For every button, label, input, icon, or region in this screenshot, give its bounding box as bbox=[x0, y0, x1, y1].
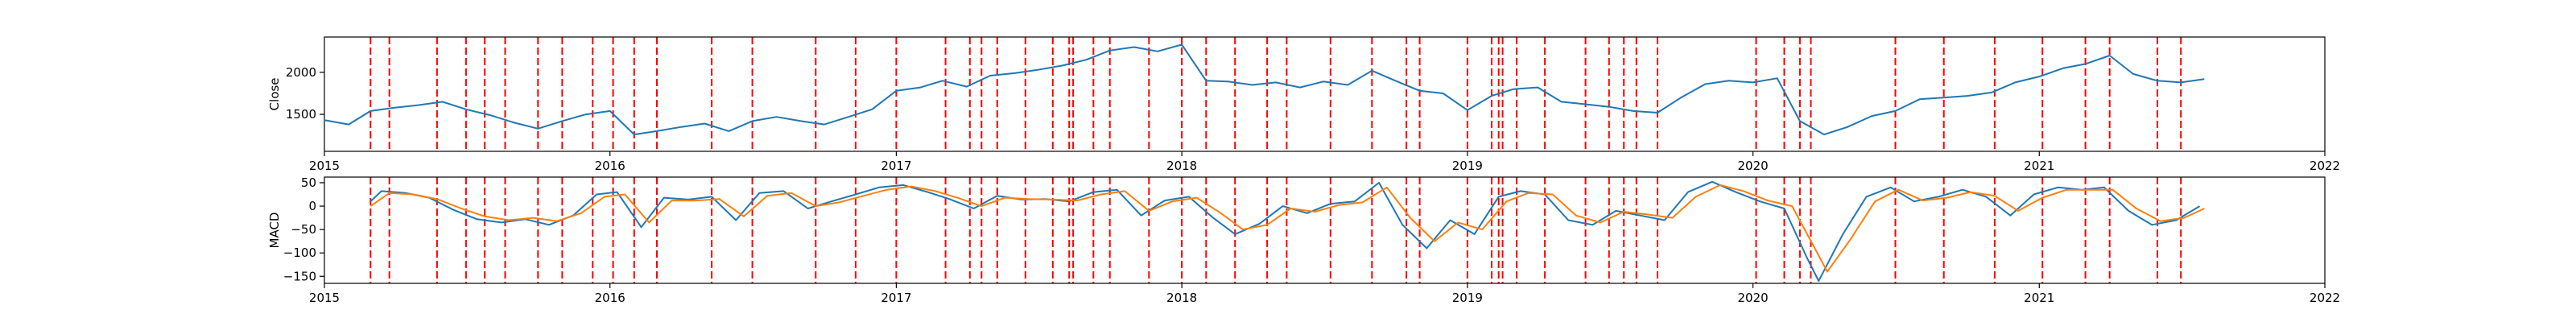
y-axis-label: Close bbox=[267, 78, 282, 111]
x-tick-label: 2020 bbox=[1737, 159, 1768, 173]
y-tick-label: −50 bbox=[291, 222, 316, 237]
y-tick-label: 2000 bbox=[286, 65, 316, 80]
x-tick-label: 2019 bbox=[1452, 159, 1483, 173]
x-tick-label: 2022 bbox=[2310, 291, 2340, 305]
signal-line bbox=[369, 184, 2205, 273]
x-tick-label: 2021 bbox=[2024, 159, 2054, 173]
x-tick-label: 2017 bbox=[881, 291, 911, 305]
x-tick-label: 2016 bbox=[595, 159, 625, 173]
close-price-line bbox=[324, 43, 2205, 136]
x-tick-label: 2015 bbox=[309, 291, 340, 305]
x-tick-label: 2016 bbox=[595, 291, 625, 305]
y-tick-label: 0 bbox=[308, 199, 316, 213]
macd-line bbox=[369, 180, 2201, 283]
x-tick-label: 2019 bbox=[1452, 291, 1483, 305]
x-tick-label: 2015 bbox=[309, 159, 340, 173]
axes-frame bbox=[324, 176, 2326, 284]
macd-panel: 2015 2016 2017 2018 2019 2020 2021 2022 50 0 −50 −1… bbox=[267, 175, 2340, 305]
y-tick-label: −150 bbox=[283, 269, 316, 283]
x-tick-label: 2018 bbox=[1166, 159, 1197, 173]
close-price-panel: 2015 2016 2017 2018 2019 2020 2021 2022 1500 2000… bbox=[267, 36, 2340, 173]
x-tick-label: 2022 bbox=[2310, 159, 2340, 173]
axes-frame bbox=[324, 36, 2326, 152]
y-tick-label: 1500 bbox=[286, 107, 316, 122]
y-axis-label: MACD bbox=[267, 213, 282, 249]
y-tick-label: 50 bbox=[301, 175, 316, 190]
x-tick-label: 2017 bbox=[881, 159, 911, 173]
x-tick-label: 2021 bbox=[2024, 291, 2054, 305]
x-tick-label: 2020 bbox=[1737, 291, 1768, 305]
y-tick-label: −100 bbox=[283, 246, 316, 260]
x-tick-label: 2018 bbox=[1166, 291, 1197, 305]
